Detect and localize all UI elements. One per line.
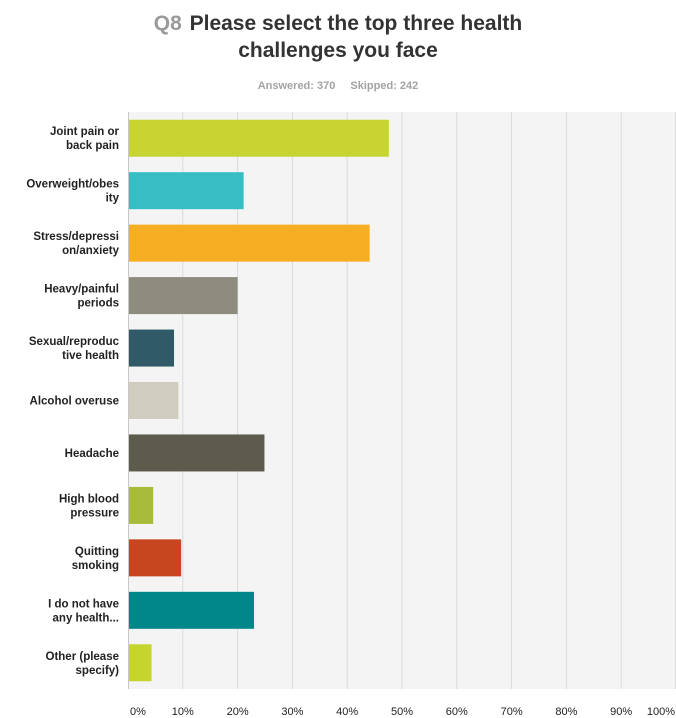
x-tick-label: 60%: [446, 706, 468, 718]
category-label: Alcohol overuse: [30, 396, 119, 408]
category-label: specify): [76, 665, 120, 677]
response-stats: Answered: 370 Skipped: 242: [0, 80, 676, 92]
x-tick-label: 80%: [555, 706, 577, 718]
category-label: smoking: [72, 560, 119, 572]
bar: [129, 224, 370, 262]
x-tick-label: 50%: [391, 706, 413, 718]
bar: [129, 434, 265, 472]
bar: [129, 119, 389, 157]
x-tick-label: 30%: [281, 706, 303, 718]
x-tick-label: 0%: [130, 706, 146, 718]
answered-count: Answered: 370: [257, 80, 336, 92]
category-label: back pain: [66, 140, 119, 152]
question-number: Q8: [153, 12, 182, 35]
bar-chart: Joint pain or back pain Overweight/obes ity…: [26, 112, 676, 718]
category-label: I do not have: [48, 598, 119, 610]
question-title: Q8 Please select the top three health ch…: [0, 10, 676, 64]
bar: [129, 277, 238, 315]
category-label: pressure: [70, 507, 119, 519]
category-label: periods: [77, 298, 119, 310]
category-label: Stress/depressi: [33, 231, 119, 243]
x-tick-label: 10%: [172, 706, 194, 718]
category-label: tive health: [62, 350, 119, 362]
category-label: any health...: [53, 612, 119, 624]
bar: [129, 644, 152, 682]
bar: [129, 172, 244, 210]
category-label: Other (please: [46, 651, 120, 663]
category-label: Quitting: [75, 546, 119, 558]
category-label: Heavy/painful: [44, 284, 119, 296]
x-tick-label: 90%: [610, 706, 632, 718]
skipped-count: Skipped: 242: [350, 80, 419, 92]
question-text: Please select the top three health chall…: [189, 12, 523, 62]
category-label: Headache: [65, 448, 119, 460]
bar: [129, 329, 175, 367]
x-tick-label: 20%: [227, 706, 249, 718]
category-label: on/anxiety: [62, 245, 119, 257]
category-label: Sexual/reproduc: [29, 336, 120, 348]
category-label: High blood: [59, 493, 119, 505]
bar: [129, 486, 154, 524]
x-tick-label: 70%: [501, 706, 523, 718]
bar: [129, 591, 255, 629]
x-tick-label: 100%: [647, 706, 675, 718]
category-label: Overweight/obes: [26, 179, 119, 191]
category-label: Joint pain or: [50, 126, 120, 138]
bar: [129, 539, 182, 577]
bar: [129, 382, 179, 419]
x-tick-label: 40%: [336, 706, 358, 718]
category-label: ity: [106, 193, 120, 205]
